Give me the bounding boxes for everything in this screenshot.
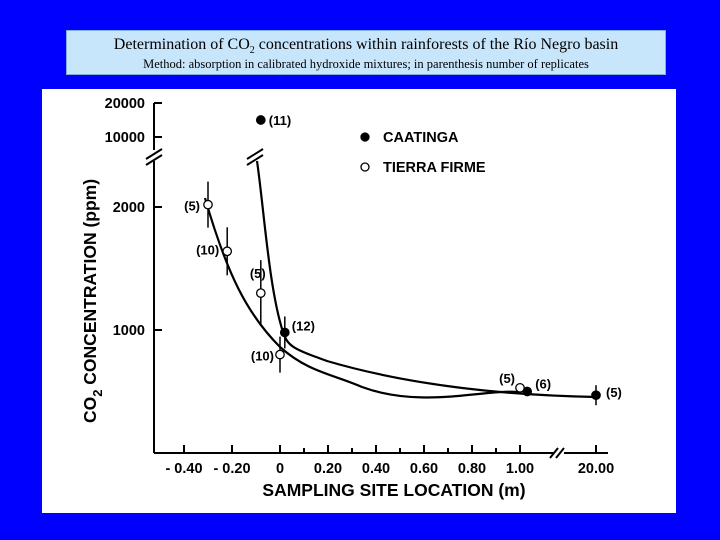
x-tick-label: 0.40 <box>362 461 390 477</box>
tierra-firme-point <box>222 246 233 257</box>
point-labels: (11) (12) (6) (5) (5) (10) (5) (10) (5) <box>184 113 622 400</box>
tierra-firme-replicate-label: (5) <box>250 266 266 281</box>
tierra-firme-fit-curve <box>203 197 521 399</box>
legend-marker-tierra-firme <box>360 162 370 172</box>
tierra-firme-replicate-label: (10) <box>251 349 274 364</box>
title-subscript: 2 <box>249 45 255 57</box>
chart-title: Determination of CO2 concentrations with… <box>67 36 665 56</box>
legend-label-caatinga: CAATINGA <box>383 130 459 146</box>
error-bars <box>207 181 597 406</box>
y-axis-title-prefix: CO <box>80 397 100 423</box>
caatinga-point <box>591 390 601 401</box>
legend-marker-caatinga <box>360 132 370 142</box>
y-axis-title-subscript: 2 <box>90 390 105 397</box>
co2-chart: - 0.40 - 0.20 0 0.20 0.40 0.60 0.80 1.00 20.00 10… <box>80 96 622 500</box>
y-tick-label: 10000 <box>105 130 145 146</box>
tick-labels: - 0.40 - 0.20 0 0.20 0.40 0.60 0.80 1.00 20.00 10… <box>105 96 614 477</box>
data-points <box>203 115 601 401</box>
title-prefix: Determination of CO <box>113 36 250 53</box>
tierra-firme-point <box>275 349 285 360</box>
x-tick-label: 0.80 <box>458 461 486 477</box>
y-tick-label: 2000 <box>113 200 145 216</box>
curve-break-mark <box>246 148 264 166</box>
x-axis-title: SAMPLING SITE LOCATION (m) <box>262 480 525 500</box>
title-box: Determination of CO2 concentrations with… <box>66 30 666 75</box>
caatinga-point <box>255 115 266 125</box>
tierra-firme-point <box>255 288 266 298</box>
y-axis-break-mark <box>145 148 163 166</box>
y-tick-label: 20000 <box>105 96 145 112</box>
x-tick-label: 0.60 <box>410 461 438 477</box>
y-axis-title: CO2 CONCENTRATION (ppm) <box>80 179 105 423</box>
tierra-firme-point <box>515 382 525 393</box>
x-tick-label: 1.00 <box>506 461 534 477</box>
ticks <box>154 102 597 453</box>
caatinga-replicate-label: (5) <box>606 385 622 400</box>
legend: CAATINGA TIERRA FIRME <box>360 130 486 176</box>
x-tick-label: 20.00 <box>578 461 614 477</box>
caatinga-replicate-label: (6) <box>535 377 551 392</box>
caatinga-replicate-label: (12) <box>292 318 315 333</box>
x-tick-label: 0 <box>276 461 284 477</box>
caatinga-replicate-label: (11) <box>269 113 291 128</box>
x-tick-label: - 0.40 <box>165 461 202 477</box>
curves <box>203 160 597 399</box>
tierra-firme-replicate-label: (5) <box>499 371 515 386</box>
x-tick-label: - 0.20 <box>213 461 250 477</box>
x-tick-label: 0.20 <box>314 461 342 477</box>
tierra-firme-point <box>203 199 213 210</box>
title-suffix: concentrations within rainforests of the… <box>254 36 619 53</box>
tierra-firme-replicate-label: (10) <box>196 242 219 257</box>
caatinga-point <box>279 327 290 338</box>
axes <box>145 103 608 459</box>
method-note: Method: absorption in calibrated hydroxi… <box>143 57 589 72</box>
y-tick-label: 1000 <box>113 323 145 339</box>
y-axis-title-suffix: CONCENTRATION (ppm) <box>80 179 100 390</box>
caatinga-fit-curve <box>255 160 597 399</box>
tierra-firme-replicate-label: (5) <box>184 199 200 214</box>
chart-panel: - 0.40 - 0.20 0 0.20 0.40 0.60 0.80 1.00 20.00 10… <box>42 89 676 513</box>
legend-label-tierra-firme: TIERRA FIRME <box>383 160 486 176</box>
x-axis-break-mark <box>549 447 565 459</box>
